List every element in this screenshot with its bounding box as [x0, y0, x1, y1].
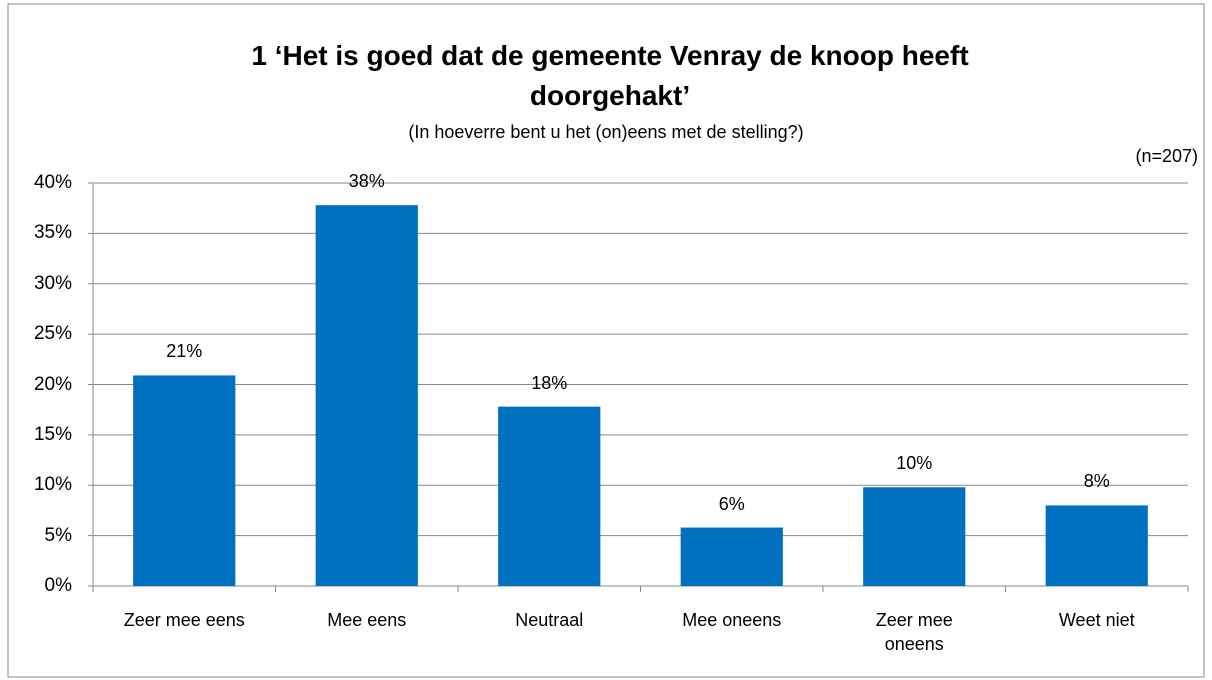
data-label: 18% [531, 372, 568, 393]
chart-subtitle: (In hoeverre bent u het (on)eens met de … [408, 122, 804, 142]
y-tick-label: 30% [33, 272, 72, 294]
y-tick-label: 25% [33, 323, 72, 345]
chart-title: 1 ‘Het is goed dat de gemeente Venray de… [251, 40, 969, 111]
bar [863, 487, 966, 586]
bar [680, 527, 783, 586]
y-tick-label: 40% [33, 172, 72, 193]
data-label: 38% [348, 171, 385, 192]
y-tick-label: 0% [44, 575, 72, 596]
bar [315, 205, 418, 587]
data-label: 6% [718, 493, 745, 514]
y-tick-label: 10% [33, 474, 72, 496]
x-tick-label: Mee eens [327, 610, 407, 630]
bar [498, 406, 601, 586]
y-tick-label: 20% [33, 373, 72, 395]
data-label: 10% [896, 453, 933, 474]
x-tick-label: Neutraal [515, 610, 584, 630]
x-tick-label: Zeer mee oneens [875, 610, 953, 654]
x-tick-label: Weet niet [1058, 610, 1135, 630]
y-tick-label: 35% [33, 222, 72, 244]
x-tick-label: Zeer mee eens [123, 610, 245, 630]
bar [133, 375, 236, 586]
sample-size: (n=207) [1135, 146, 1198, 166]
bar [1045, 505, 1148, 586]
x-tick-label: Mee oneens [682, 610, 782, 630]
y-tick-label: 5% [44, 524, 72, 546]
data-label: 8% [1083, 471, 1110, 492]
y-tick-label: 15% [33, 423, 72, 445]
data-label: 21% [166, 341, 203, 362]
